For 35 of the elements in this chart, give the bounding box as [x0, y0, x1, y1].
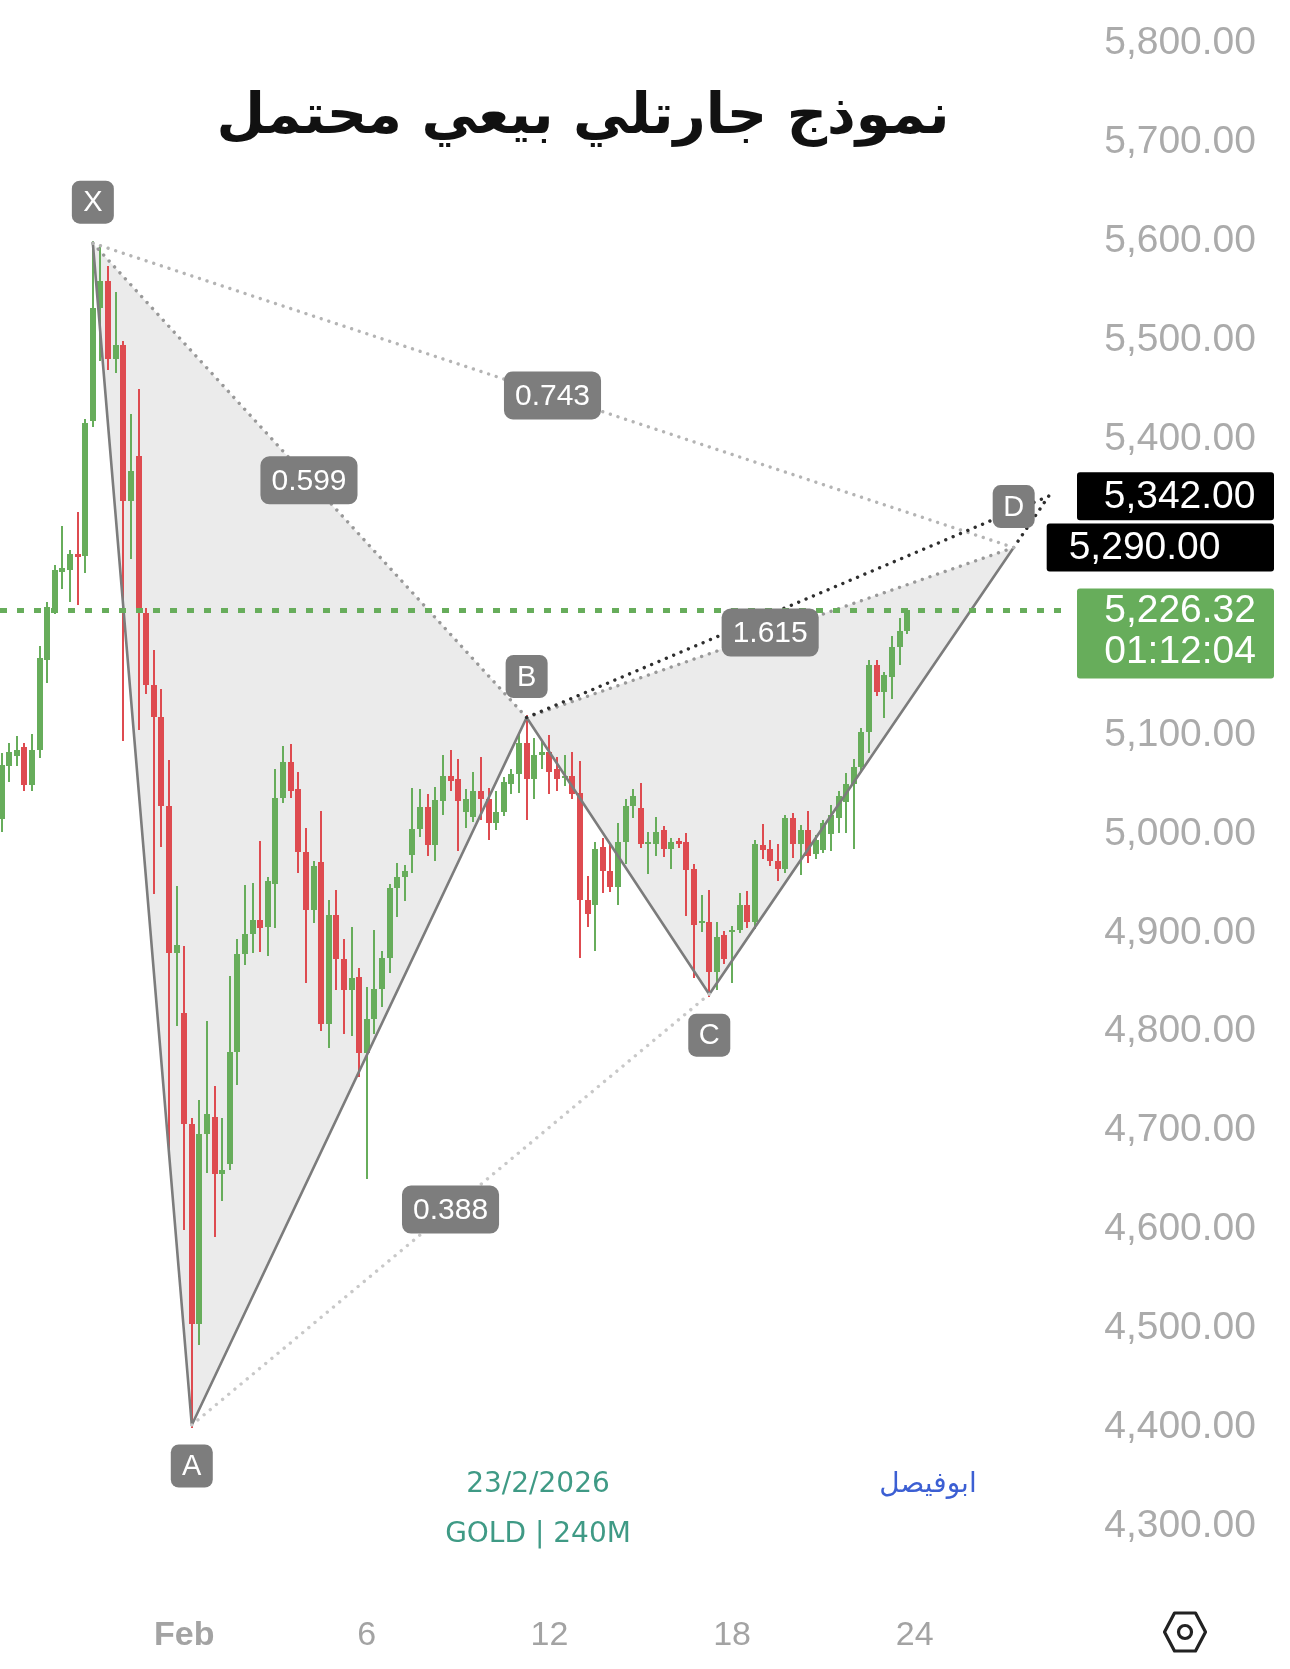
- annotation: A: [182, 1449, 203, 1482]
- annotation: 0.599: [271, 462, 347, 496]
- y-tick-label: 4,800.00: [1104, 1007, 1256, 1051]
- y-tick-label: 5,000.00: [1104, 809, 1256, 853]
- y-tick-label: 5,700.00: [1104, 118, 1256, 162]
- y-tick-label: 4,900.00: [1104, 908, 1256, 952]
- y-tick-label: 4,400.00: [1104, 1402, 1256, 1446]
- annotation: ابوفيصل: [879, 1466, 977, 1500]
- y-tick-label: 5,400.00: [1104, 414, 1256, 458]
- ref-line-label: 5,226.32 01:12:04: [1104, 587, 1256, 672]
- x-tick-label: 12: [530, 1613, 569, 1652]
- annotation: D: [1003, 489, 1025, 522]
- x-tick-label: 18: [713, 1613, 752, 1652]
- y-tick-label: 4,500.00: [1104, 1303, 1256, 1347]
- y-tick-label: 4,600.00: [1104, 1205, 1256, 1249]
- data-label: 5,342.00: [1103, 472, 1256, 516]
- y-tick-label: 5,500.00: [1104, 315, 1256, 359]
- annotation: 0.388: [412, 1191, 489, 1225]
- y-tick-label: 5,600.00: [1104, 216, 1256, 260]
- annotation: X: [83, 185, 103, 218]
- annotation: 0.743: [514, 377, 591, 411]
- x-tick-label: Feb: [153, 1613, 215, 1652]
- annotation: C: [698, 1018, 720, 1051]
- y-tick-label: 4,700.00: [1104, 1106, 1256, 1150]
- data-label: 5,290.00: [1068, 524, 1221, 568]
- annotation: 23/2/2026: [466, 1466, 610, 1500]
- x-tick-label: 6: [357, 1613, 377, 1652]
- y-tick-label: 5,100.00: [1104, 711, 1256, 755]
- x-tick-label: 24: [895, 1613, 934, 1652]
- text: نموذج جارتلي بيعي محتمل: [215, 80, 951, 148]
- y-tick-label: 4,300.00: [1104, 1501, 1256, 1545]
- y-tick-label: 5,800.00: [1104, 19, 1256, 63]
- annotation: GOLD | 240M: [445, 1516, 631, 1550]
- annotation: B: [516, 659, 537, 692]
- annotation: 1.615: [732, 614, 808, 648]
